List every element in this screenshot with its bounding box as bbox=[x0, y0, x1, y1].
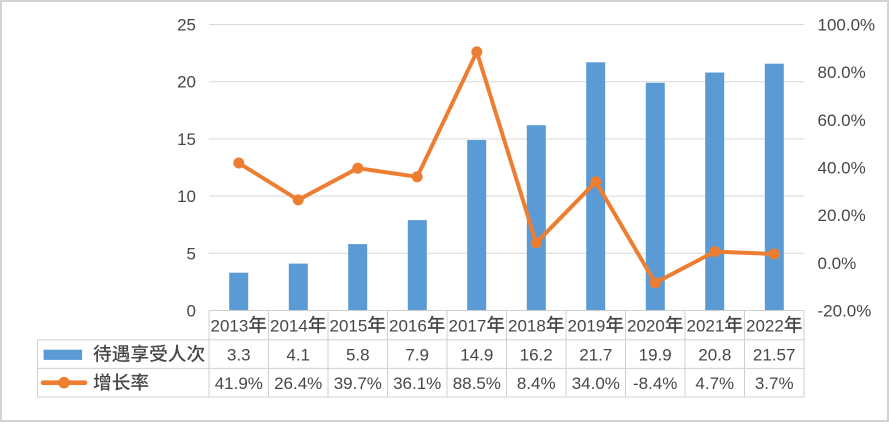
svg-text:2019: 2019 bbox=[568, 317, 606, 336]
svg-text:-20.0%: -20.0% bbox=[818, 302, 872, 321]
svg-text:2015: 2015 bbox=[330, 317, 368, 336]
svg-text:25: 25 bbox=[177, 16, 196, 35]
svg-text:20.0%: 20.0% bbox=[818, 206, 866, 225]
svg-text:20: 20 bbox=[177, 73, 196, 92]
svg-text:2014: 2014 bbox=[270, 317, 308, 336]
svg-text:2013: 2013 bbox=[211, 317, 249, 336]
svg-text:21.7: 21.7 bbox=[579, 346, 612, 365]
svg-text:36.1%: 36.1% bbox=[393, 374, 441, 393]
svg-text:19.9: 19.9 bbox=[639, 346, 672, 365]
svg-text:2018: 2018 bbox=[508, 317, 546, 336]
svg-text:2017: 2017 bbox=[449, 317, 487, 336]
svg-text:10: 10 bbox=[177, 187, 196, 206]
svg-text:4.7%: 4.7% bbox=[695, 374, 734, 393]
svg-text:3.7%: 3.7% bbox=[755, 374, 794, 393]
svg-text:7.9: 7.9 bbox=[405, 346, 429, 365]
svg-text:2022: 2022 bbox=[746, 317, 784, 336]
svg-text:20.8: 20.8 bbox=[698, 346, 731, 365]
svg-text:60.0%: 60.0% bbox=[818, 111, 866, 130]
svg-text:2016: 2016 bbox=[389, 317, 427, 336]
svg-text:4.1: 4.1 bbox=[286, 346, 310, 365]
svg-text:88.5%: 88.5% bbox=[453, 374, 501, 393]
svg-text:80.0%: 80.0% bbox=[818, 63, 866, 82]
svg-text:40.0%: 40.0% bbox=[818, 159, 866, 178]
svg-text:-8.4%: -8.4% bbox=[633, 374, 677, 393]
svg-text:41.9%: 41.9% bbox=[215, 374, 263, 393]
svg-text:0.0%: 0.0% bbox=[818, 254, 857, 273]
svg-text:14.9: 14.9 bbox=[460, 346, 493, 365]
svg-text:2021: 2021 bbox=[687, 317, 725, 336]
svg-text:34.0%: 34.0% bbox=[572, 374, 620, 393]
svg-text:15: 15 bbox=[177, 130, 196, 149]
svg-text:0: 0 bbox=[187, 302, 196, 321]
svg-text:5: 5 bbox=[187, 244, 196, 263]
svg-text:39.7%: 39.7% bbox=[334, 374, 382, 393]
svg-text:3.3: 3.3 bbox=[227, 346, 251, 365]
svg-text:8.4%: 8.4% bbox=[517, 374, 556, 393]
svg-text:16.2: 16.2 bbox=[520, 346, 553, 365]
svg-text:100.0%: 100.0% bbox=[818, 16, 876, 35]
svg-text:2020: 2020 bbox=[627, 317, 665, 336]
svg-text:26.4%: 26.4% bbox=[274, 374, 322, 393]
svg-text:5.8: 5.8 bbox=[346, 346, 370, 365]
svg-text:21.57: 21.57 bbox=[753, 346, 796, 365]
